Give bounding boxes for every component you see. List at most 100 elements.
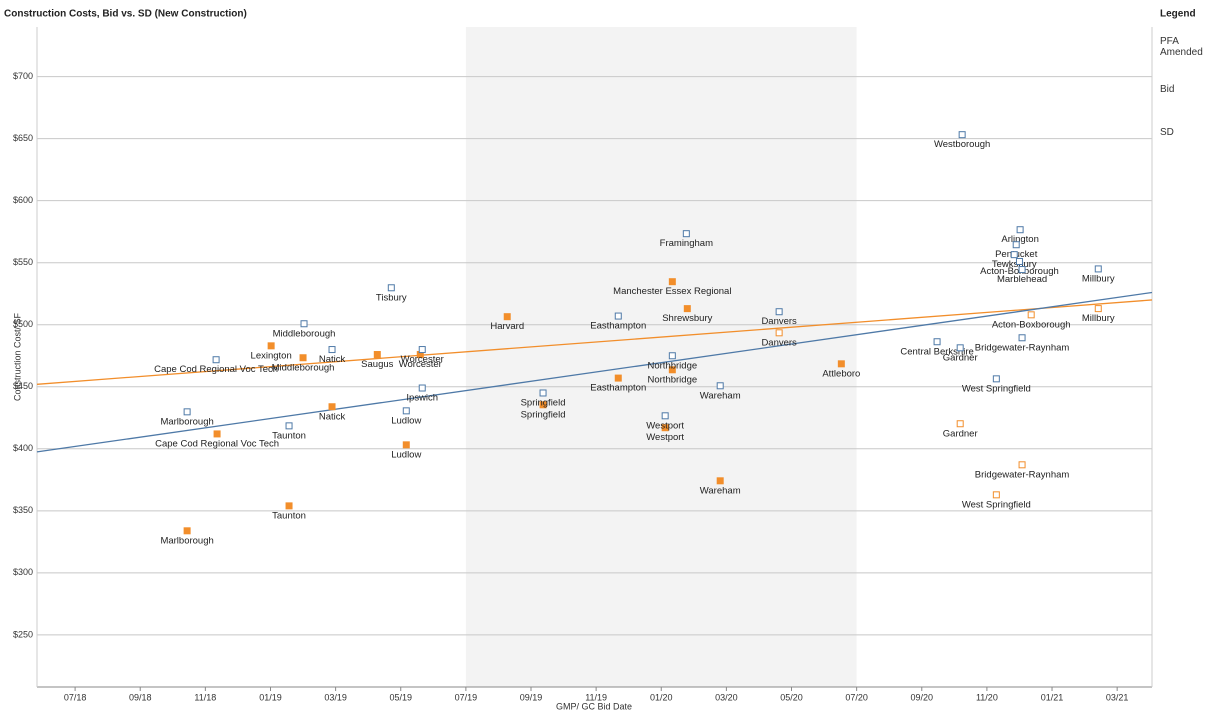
point-label: Danvers [761,316,797,327]
legend-title: Legend [1160,9,1196,20]
point-label: Taunton [272,510,306,521]
trend-line [36,299,1153,385]
point [1094,265,1102,273]
point-label: Ipswich [406,393,438,404]
point-label: Gardner [943,428,978,439]
point [614,374,622,382]
x-tick-label: 03/21 [1106,692,1129,702]
point [683,305,691,313]
point-label: Middleborough [273,328,336,339]
x-tick-label: 09/19 [520,692,543,702]
point-label: Central Berkshire [900,346,973,357]
plot-background [37,27,1152,687]
point-label: Easthampton [590,383,646,394]
point [300,320,308,328]
point [775,329,783,337]
point-label: Ludlow [391,449,421,460]
point-label: Attleboro [822,368,860,379]
x-axis-label: GMP/ GC Bid Date [556,701,632,711]
point-label: Acton-Boxborough [992,319,1071,330]
point-label: Tisbury [376,292,407,303]
point [956,420,964,428]
point [1018,461,1026,469]
point-label: Tewksbury [992,259,1037,270]
point [614,312,622,320]
point [1018,334,1026,342]
point [775,308,783,316]
trend-line [36,291,1153,453]
point [539,389,547,397]
point-label: West Springfield [962,383,1031,394]
point-label: West Springfield [962,499,1031,510]
point [418,384,426,392]
point [503,313,511,321]
point-label: Wareham [700,485,741,496]
point-label: Westport [646,420,684,431]
point-label: Easthampton [590,321,646,332]
point [418,346,426,354]
point-label: Westport [646,432,684,443]
y-tick-label: $450 [13,381,33,391]
point-label: Shrewsbury [662,313,712,324]
x-tick-label: 05/19 [389,692,412,702]
x-tick-label: 09/18 [129,692,152,702]
point [716,477,724,485]
point [1010,251,1018,259]
x-tick-label: 11/18 [194,692,216,702]
point [539,401,547,409]
point [992,491,1000,499]
point [285,422,293,430]
point-label: Natick [319,354,346,365]
point-label: Natick [319,411,346,422]
x-tick-label: 05/20 [780,692,803,702]
point [183,408,191,416]
shaded-period [465,27,857,687]
point [387,284,395,292]
point [992,375,1000,383]
point [661,424,669,432]
point [682,230,690,238]
point-label: Marlborough [160,535,213,546]
point [213,430,221,438]
point [299,354,307,362]
y-axis-label: Construction Cost/ SF [12,312,22,401]
point-label: Framingham [660,238,713,249]
x-tick-label: 07/20 [845,692,868,702]
point-label: Worcester [399,359,442,370]
x-tick-label: 11/19 [585,692,607,702]
point-label: Marlborough [160,416,213,427]
x-tick-label: 03/19 [324,692,347,702]
point-label: Lexington [251,350,292,361]
point [668,278,676,286]
point [716,382,724,390]
point [183,527,191,535]
point [1094,305,1102,313]
point-label: Harvard [490,321,524,332]
point-label: Westborough [934,139,990,150]
point [958,131,966,139]
y-tick-label: $300 [13,567,33,577]
point [1027,311,1035,319]
point-label: Taunton [272,430,306,441]
point [661,412,669,420]
legend-entry: SD [1160,127,1174,138]
point [328,403,336,411]
point-label: Middleborough [272,362,335,373]
point [1018,266,1026,274]
x-tick-label: 07/18 [64,692,87,702]
point [267,342,275,350]
y-tick-label: $700 [13,71,33,81]
x-tick-label: 07/19 [455,692,478,702]
point [1012,241,1020,249]
y-tick-label: $550 [13,257,33,267]
point-label: Cape Cod Regional Voc Tech [154,364,278,375]
point-label: Ludlow [391,415,421,426]
point-label: Arlington [1001,234,1039,245]
point-label: Manchester Essex Regional [613,286,731,297]
point-label: Cape Cod Regional Voc Tech [155,438,279,449]
point-label: Millbury [1082,273,1115,284]
point [402,441,410,449]
x-tick-label: 01/20 [650,692,673,702]
